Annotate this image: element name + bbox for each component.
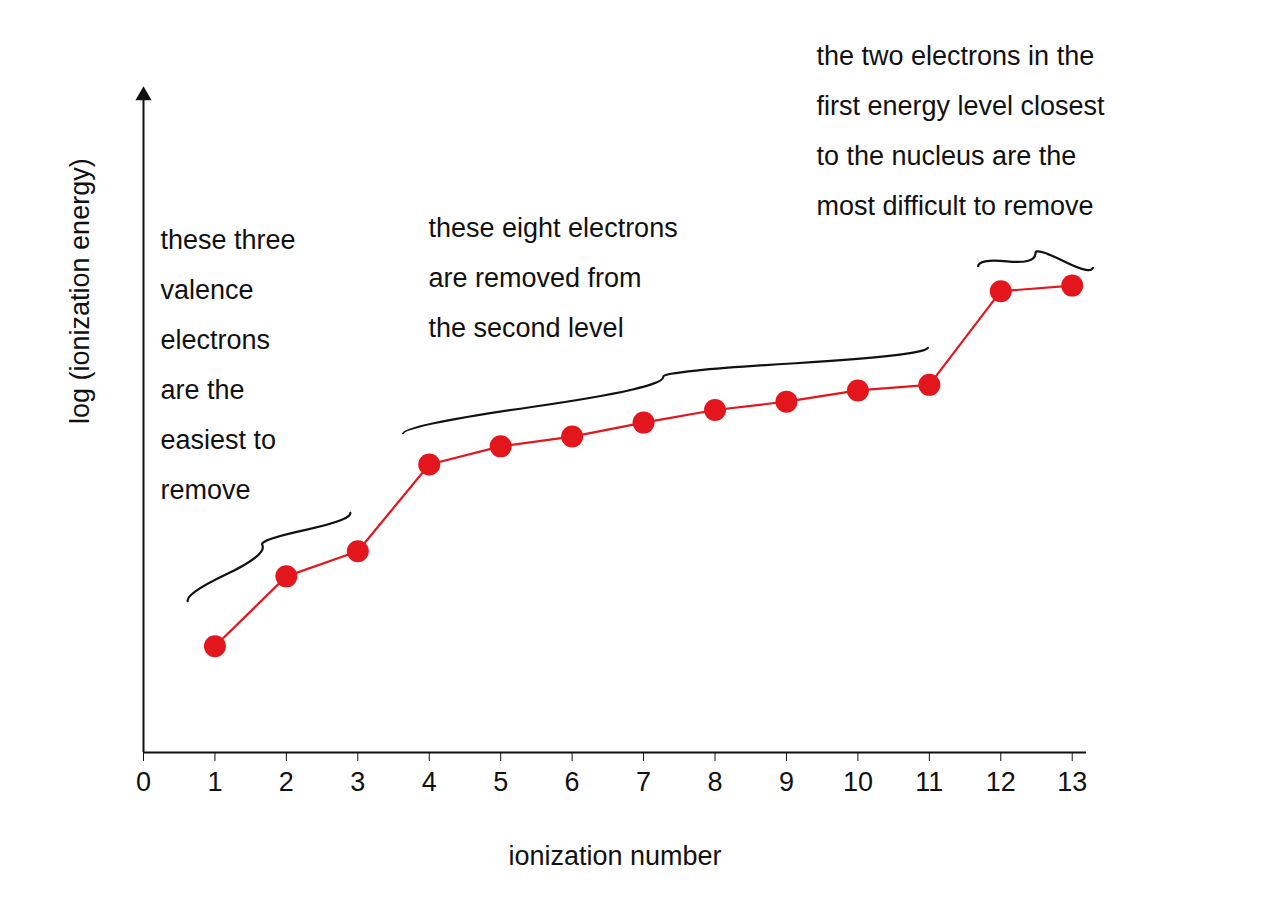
svg-text:0: 0	[136, 767, 151, 797]
svg-text:5: 5	[493, 767, 508, 797]
svg-text:the two electrons in thefirst: the two electrons in thefirst energy lev…	[817, 41, 1106, 221]
svg-text:6: 6	[565, 767, 580, 797]
svg-text:10: 10	[843, 767, 873, 797]
svg-text:7: 7	[636, 767, 651, 797]
svg-text:3: 3	[350, 767, 365, 797]
svg-text:these threevalenceelectronsare: these threevalenceelectronsare theeasies…	[161, 225, 296, 505]
svg-text:ionization number: ionization number	[508, 841, 721, 871]
svg-text:2: 2	[279, 767, 294, 797]
svg-text:1: 1	[207, 767, 222, 797]
svg-text:9: 9	[779, 767, 794, 797]
svg-text:11: 11	[915, 767, 943, 797]
svg-text:log (ionization energy): log (ionization energy)	[65, 158, 95, 424]
svg-text:13: 13	[1057, 767, 1087, 797]
svg-text:4: 4	[422, 767, 437, 797]
svg-text:these eight electronsare remov: these eight electronsare removed fromthe…	[429, 213, 678, 343]
svg-text:8: 8	[707, 767, 722, 797]
svg-text:12: 12	[986, 767, 1016, 797]
